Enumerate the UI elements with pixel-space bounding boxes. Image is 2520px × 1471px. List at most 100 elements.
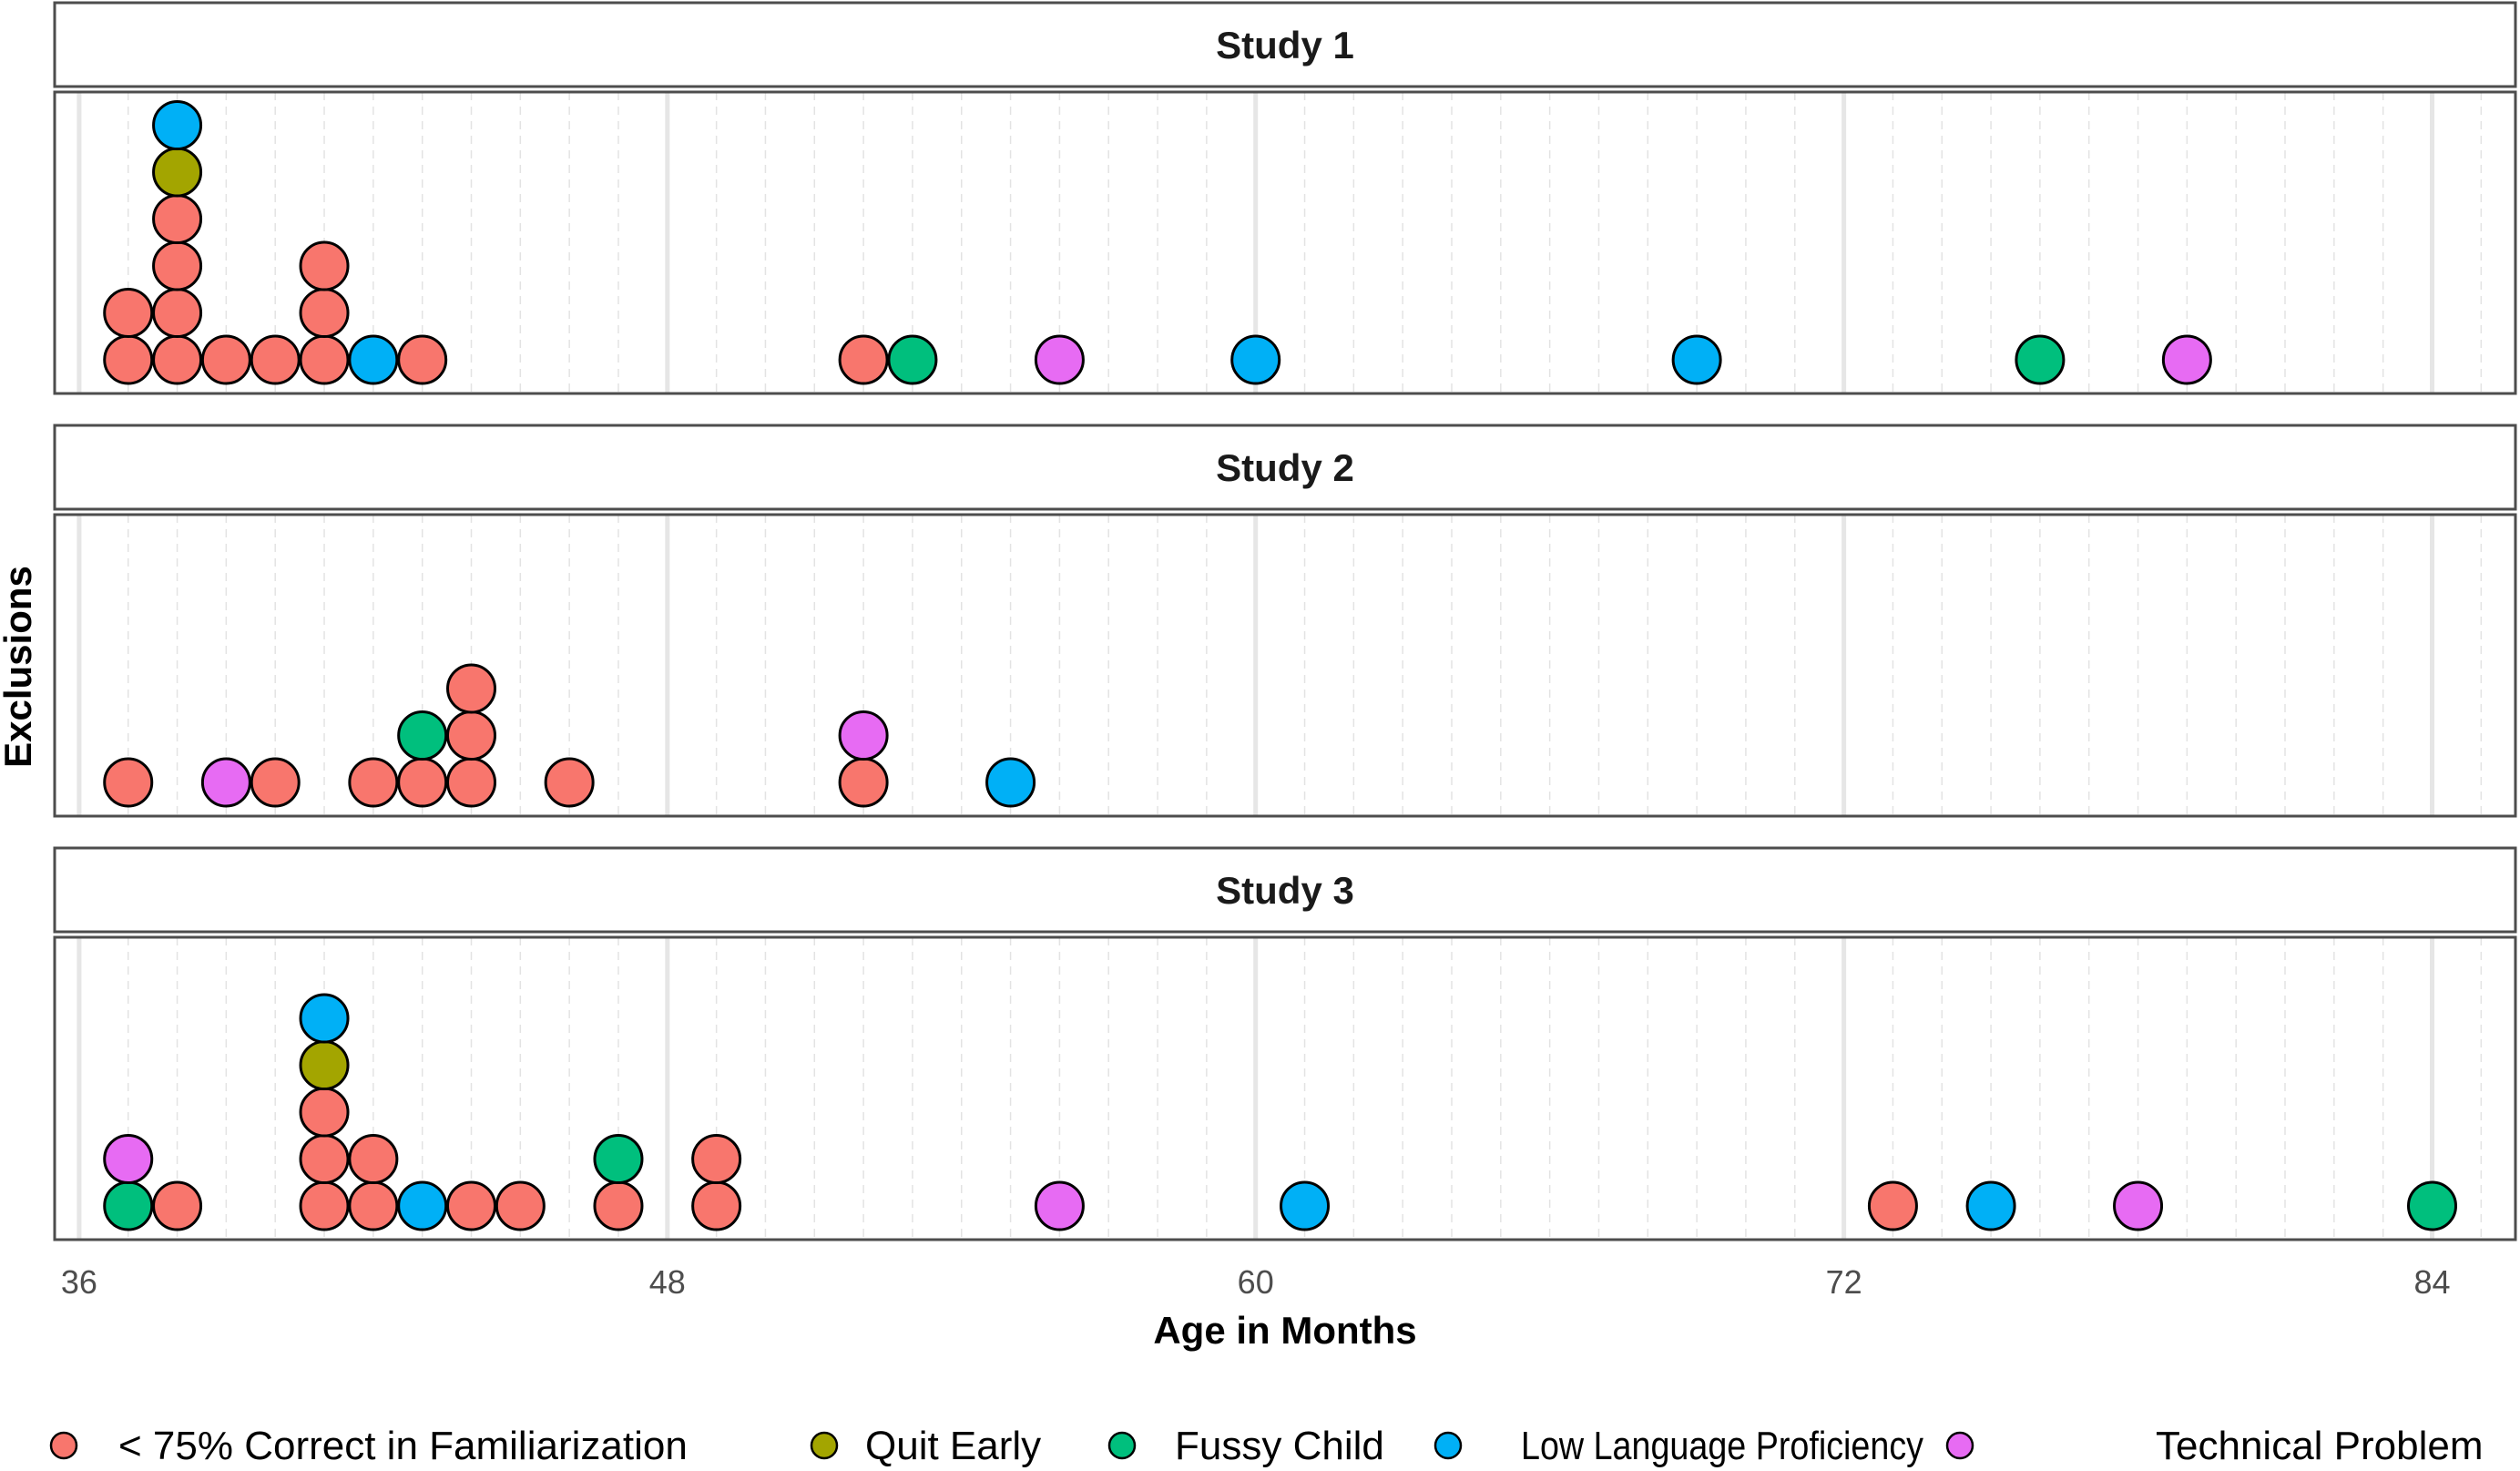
panel-border	[53, 935, 2517, 1241]
dot-fam	[299, 1180, 350, 1231]
facet-panel: Study 2	[53, 424, 2517, 818]
dot-fam	[103, 288, 154, 338]
dot-fam	[152, 334, 203, 385]
dot-fam	[103, 757, 154, 808]
facet-strip-title: Study 3	[1216, 869, 1354, 912]
dot-tech	[2113, 1180, 2164, 1231]
dot-fam	[348, 1180, 399, 1231]
dot-fam	[1867, 1180, 1918, 1231]
dot-fam	[838, 334, 889, 385]
dot-quit	[152, 147, 203, 198]
dot-fam	[299, 334, 350, 385]
dot-fussy	[2015, 334, 2066, 385]
dot-tech	[103, 1134, 154, 1184]
dot-lang	[397, 1180, 448, 1231]
x-tick-label: 60	[1238, 1263, 1274, 1301]
facet-strip-title: Study 2	[1216, 446, 1354, 489]
dot-fussy	[593, 1134, 644, 1184]
dot-fam	[200, 334, 251, 385]
panel-border	[53, 90, 2517, 395]
panel-border	[53, 513, 2517, 818]
legend-key-quit	[810, 1431, 839, 1460]
dot-fam	[299, 1134, 350, 1184]
dot-fam	[299, 288, 350, 338]
dot-fam	[103, 334, 154, 385]
dot-fam	[250, 334, 301, 385]
dot-tech	[1034, 334, 1085, 385]
legend-label: Quit Early	[865, 1424, 1041, 1468]
dot-fam	[495, 1180, 546, 1231]
legend-key-lang	[1433, 1431, 1463, 1460]
dot-lang	[152, 100, 203, 150]
dot-lang	[1671, 334, 1722, 385]
dot-quit	[299, 1040, 350, 1090]
dot-fam	[152, 240, 203, 291]
x-axis-title: Age in Months	[1153, 1309, 1416, 1352]
legend-key-tech	[1945, 1431, 1974, 1460]
legend-item-fam: < 75% Correct in Familiarization	[49, 1424, 688, 1468]
legend-item-quit: Quit Early	[810, 1424, 1041, 1468]
panel-dots	[103, 663, 1036, 808]
x-axis: 36 48 60 72 84	[61, 1263, 2451, 1301]
dot-fam	[446, 663, 497, 714]
facet-strip-title: Study 1	[1216, 24, 1354, 66]
legend-key-fussy	[1107, 1431, 1137, 1460]
facet-panel: Study 1	[53, 1, 2517, 395]
dot-tech	[200, 757, 251, 808]
x-tick-label: 48	[649, 1263, 686, 1301]
facet-strip	[53, 1, 2517, 88]
dot-fam	[446, 757, 497, 808]
dot-fam	[593, 1180, 644, 1231]
dot-lang	[1280, 1180, 1331, 1231]
dot-tech	[838, 710, 889, 761]
dot-lang	[985, 757, 1036, 808]
dot-lang	[348, 334, 399, 385]
x-tick-label: 84	[2413, 1263, 2450, 1301]
dot-fam	[446, 710, 497, 761]
facet-panel: Study 3	[53, 846, 2517, 1241]
legend-label: Fussy Child	[1175, 1424, 1384, 1468]
dot-fussy	[887, 334, 938, 385]
dot-fam	[691, 1180, 742, 1231]
x-tick-label: 72	[1826, 1263, 1862, 1301]
legend-key-fam	[49, 1431, 78, 1460]
dot-fam	[152, 194, 203, 244]
legend-label: < 75% Correct in Familiarization	[118, 1424, 688, 1468]
facet-strip	[53, 424, 2517, 511]
panel-dots	[103, 100, 2212, 385]
dot-fam	[250, 757, 301, 808]
dot-fam	[397, 334, 448, 385]
dot-fussy	[2406, 1180, 2457, 1231]
facet-panels: Study 1 Study 2 Study 3	[53, 1, 2517, 1241]
facet-strip	[53, 846, 2517, 934]
legend: < 75% Correct in Familiarization Quit Ear…	[49, 1424, 2484, 1468]
dot-fam	[691, 1134, 742, 1184]
dot-fam	[838, 757, 889, 808]
dot-fam	[348, 757, 399, 808]
dot-fam	[348, 1134, 399, 1184]
dot-tech	[2161, 334, 2212, 385]
dot-fam	[299, 240, 350, 291]
dot-tech	[1034, 1180, 1085, 1231]
panel-grid	[77, 937, 2483, 1240]
legend-item-lang: Low Language Proficiency	[1433, 1424, 1923, 1468]
y-axis-title: Exclusions	[0, 566, 39, 768]
dot-lang	[299, 993, 350, 1044]
dot-fussy	[397, 710, 448, 761]
dot-lang	[1230, 334, 1281, 385]
dot-fam	[544, 757, 595, 808]
dot-lang	[1965, 1180, 2016, 1231]
dot-fam	[397, 757, 448, 808]
dot-fam	[152, 288, 203, 338]
dot-fam	[446, 1180, 497, 1231]
panel-dots	[103, 993, 2457, 1231]
legend-item-fussy: Fussy Child	[1107, 1424, 1384, 1468]
legend-label: Low Language Proficiency	[1521, 1424, 1923, 1468]
legend-item-tech: Technical Problem	[1945, 1424, 2484, 1468]
dot-fussy	[103, 1180, 154, 1231]
dot-fam	[299, 1087, 350, 1138]
legend-label: Technical Problem	[2156, 1424, 2484, 1468]
dot-fam	[152, 1180, 203, 1231]
panel-background	[55, 92, 2515, 393]
